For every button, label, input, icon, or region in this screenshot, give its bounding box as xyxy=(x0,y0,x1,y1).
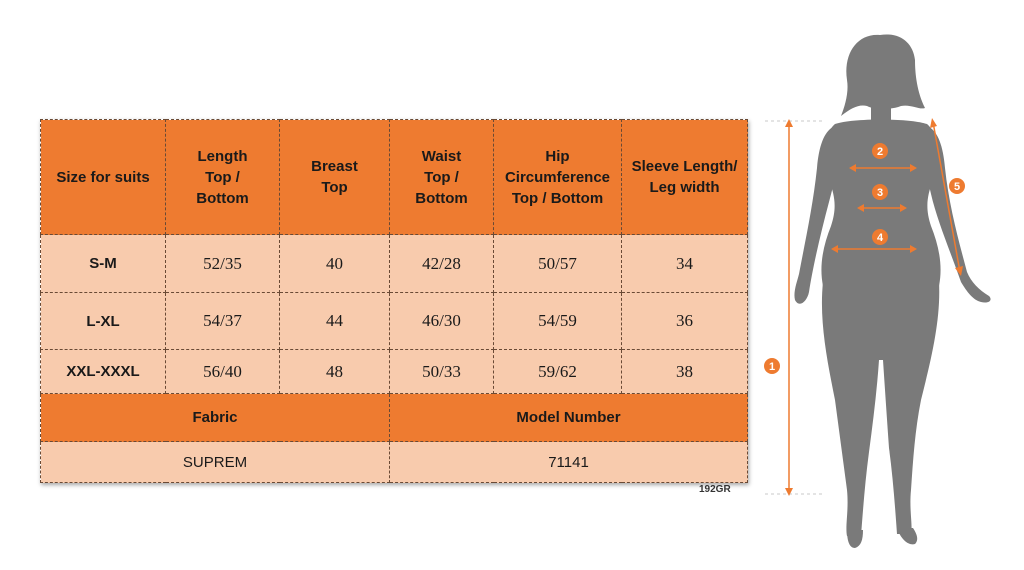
cell-breast: 48 xyxy=(279,349,390,394)
product-code: 192GR xyxy=(699,484,731,495)
cell-breast: 44 xyxy=(279,292,390,350)
measure-marker-4: 4 xyxy=(872,229,888,245)
cell-waist: 46/30 xyxy=(389,292,494,350)
table-row: XXL-XXXL 56/40 48 50/33 59/62 38 xyxy=(40,349,748,394)
header-breast: Breast Top xyxy=(279,119,390,235)
measure-marker-2: 2 xyxy=(872,143,888,159)
table-row: L-XL 54/37 44 46/30 54/59 36 xyxy=(40,292,748,350)
cell-hip: 54/59 xyxy=(493,292,622,350)
fabric-header: Fabric xyxy=(40,393,390,442)
header-hip: Hip Circumference Top / Bottom xyxy=(493,119,622,235)
header-size: Size for suits xyxy=(40,119,166,235)
svg-text:3: 3 xyxy=(877,187,883,199)
cell-length: 56/40 xyxy=(165,349,280,394)
body-measure-lines xyxy=(831,118,963,276)
size-label: XXL-XXXL xyxy=(40,349,166,394)
cell-length: 52/35 xyxy=(165,234,280,293)
measure-marker-3: 3 xyxy=(872,184,888,200)
cell-sleeve: 36 xyxy=(621,292,748,350)
cell-waist: 42/28 xyxy=(389,234,494,293)
cell-sleeve: 34 xyxy=(621,234,748,293)
size-label: L-XL xyxy=(40,292,166,350)
measure-marker-5: 5 xyxy=(949,178,965,194)
cell-waist: 50/33 xyxy=(389,349,494,394)
svg-text:4: 4 xyxy=(877,232,884,244)
fabric-model-value-row: SUPREM 71141 xyxy=(40,441,748,483)
header-length: Length Top / Bottom xyxy=(165,119,280,235)
fabric-model-header-row: Fabric Model Number xyxy=(40,393,748,442)
height-measure-line xyxy=(765,119,823,496)
size-chart-table: Size for suits Length Top / Bottom Breast T… xyxy=(40,119,748,483)
svg-text:1: 1 xyxy=(769,361,775,373)
header-row: Size for suits Length Top / Bottom Breast T… xyxy=(40,119,748,235)
body-silhouette-figure: 1 2 3 4 5 xyxy=(764,34,991,548)
cell-sleeve: 38 xyxy=(621,349,748,394)
fabric-value: SUPREM xyxy=(40,441,390,483)
svg-text:5: 5 xyxy=(954,181,960,193)
measure-marker-1: 1 xyxy=(764,358,780,374)
model-number-value: 71141 xyxy=(389,441,748,483)
cell-hip: 50/57 xyxy=(493,234,622,293)
table-row: S-M 52/35 40 42/28 50/57 34 xyxy=(40,234,748,293)
header-sleeve: Sleeve Length/Leg width xyxy=(621,119,748,235)
cell-breast: 40 xyxy=(279,234,390,293)
model-number-header: Model Number xyxy=(389,393,748,442)
cell-length: 54/37 xyxy=(165,292,280,350)
size-label: S-M xyxy=(40,234,166,293)
header-waist: Waist Top / Bottom xyxy=(389,119,494,235)
silhouette-icon xyxy=(794,34,991,548)
svg-text:2: 2 xyxy=(877,146,883,158)
cell-hip: 59/62 xyxy=(493,349,622,394)
